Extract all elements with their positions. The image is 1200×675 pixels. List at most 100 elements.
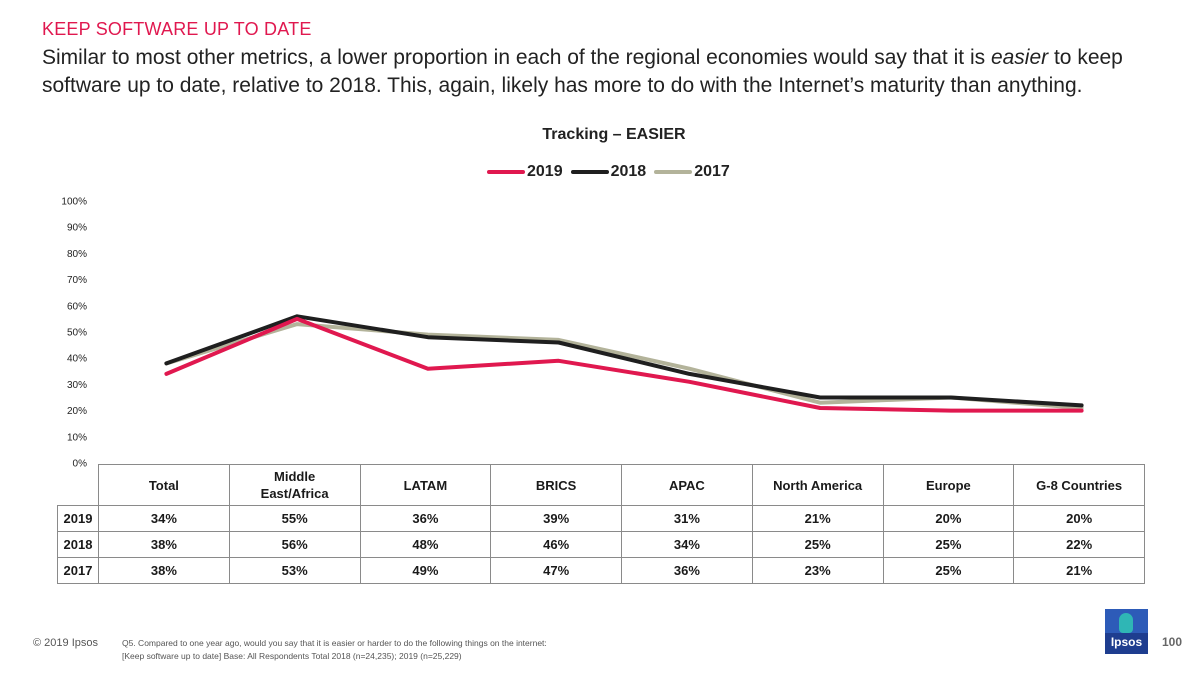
table-cell: 34% [621,531,753,558]
footnote-line-1: Q5. Compared to one year ago, would you … [122,638,547,648]
row-label: 2019 [57,505,99,532]
category-header: APAC [621,464,753,506]
legend-label-2017: 2017 [694,163,730,180]
category-header: G-8 Countries [1013,464,1145,506]
table-row: 2017 38% 53% 49% 47% 36% 23% 25% 21% [57,557,1145,584]
table-cell: 22% [1013,531,1145,558]
table-row: 2019 34% 55% 36% 39% 31% 21% 20% 20% [57,505,1145,532]
y-tick-label: 30% [67,380,87,391]
row-label: 2018 [57,531,99,558]
footnote: Q5. Compared to one year ago, would you … [122,637,842,663]
table-cell: 20% [1013,505,1145,532]
data-point-2018 [164,361,168,365]
table-cell: 38% [98,531,230,558]
y-tick-label: 10% [67,432,87,443]
table-cell: 31% [621,505,753,532]
data-point-2019 [557,359,561,363]
page-number: 100 [1162,635,1183,649]
series-line-2018 [164,314,1084,408]
table-cell: 48% [359,531,492,558]
row-label: 2017 [57,557,99,584]
data-table: Total Middle East/Africa LATAM BRICS APAC Nort… [57,464,1145,584]
category-header: Middle East/Africa [228,464,361,506]
legend-label-2019: 2019 [527,163,563,180]
headline-text-2: to keep software up to date, relative to… [42,46,1123,97]
table-cell: 46% [490,531,622,558]
category-header: North America [751,464,884,506]
table-cell: 47% [490,557,622,584]
table-cell: 25% [882,557,1015,584]
footnote-line-2: [Keep software up to date] Base: All Res… [122,651,462,661]
headline-emphasis: easier [990,46,1049,69]
category-header: Europe [882,464,1015,506]
table-cell: 55% [228,505,361,532]
section-label: KEEP SOFTWARE UP TO DATE [42,19,312,39]
y-axis: 0% 10% 20% 30% 40% 50% 60% 70% 80% 90% 100% [61,197,87,470]
table-row: 2018 38% 56% 48% 46% 34% 25% 25% 22% [57,531,1145,558]
data-point-2019 [426,367,430,371]
data-point-2017 [818,401,822,405]
y-tick-label: 80% [67,249,87,260]
table-header-row: Total Middle East/Africa LATAM BRICS APAC Nort… [57,464,1145,506]
copyright: © 2019 Ipsos [33,637,98,649]
data-point-2019 [295,317,299,321]
legend-item-2018: 2018 [570,163,647,181]
table-cell: 20% [882,505,1015,532]
data-point-2018 [557,340,561,344]
y-tick-label: 20% [67,406,87,417]
table-cell: 38% [98,557,230,584]
data-point-2018 [818,396,822,399]
data-point-2018 [687,372,691,376]
series-lines [164,314,1084,413]
legend-label-2018: 2018 [610,163,647,180]
legend-item-2019: 2019 [487,163,563,181]
category-header: Total [98,464,230,506]
chart-legend: 2019 2018 2017 [487,163,738,181]
data-point-2019 [818,406,822,410]
y-tick-label: 100% [61,197,87,208]
table-cell: 36% [359,505,492,532]
legend-swatch-2017 [654,170,693,174]
data-point-2019 [164,372,168,376]
line-chart: 0% 10% 20% 30% 40% 50% 60% 70% 80% 90% 100% [61,197,1084,470]
headline-text-1: Similar to most other metrics, a lower p… [42,46,991,69]
y-tick-label: 90% [67,223,87,234]
table-cell: 39% [490,505,622,532]
data-point-2019 [949,409,953,413]
data-point-2017 [295,322,299,326]
table-cell: 49% [359,557,492,584]
y-tick-label: 60% [67,301,87,312]
legend-item-2017: 2017 [654,163,730,181]
table-cell: 25% [882,531,1015,558]
series-line-2017 [164,322,1084,410]
table-cell: 34% [98,505,230,532]
table-cell: 23% [751,557,884,584]
table-cell: 21% [751,505,884,532]
table-cell: 56% [228,531,361,558]
table-cell: 25% [751,531,884,558]
ipsos-logo: Ipsos [1105,609,1148,654]
y-tick-label: 0% [73,459,88,470]
legend-swatch-2019 [487,170,525,174]
category-header: LATAM [359,464,492,506]
chart-title: Tracking – EASIER [542,126,686,143]
data-point-2018 [949,396,953,399]
data-point-2018 [1080,403,1084,407]
y-tick-label: 70% [67,275,87,286]
data-point-2019 [1080,409,1084,413]
series-line-2019 [164,316,1084,413]
y-tick-label: 50% [67,328,87,339]
category-header: BRICS [490,464,622,506]
legend-swatch-2018 [570,170,609,174]
data-point-2018 [295,314,299,318]
data-point-2019 [687,380,691,384]
table-cell: 36% [621,557,753,584]
table-cell: 21% [1013,557,1145,584]
headline: Similar to most other metrics, a lower p… [42,44,1172,100]
data-point-2018 [426,335,430,339]
table-cell: 53% [228,557,361,584]
logo-text: Ipsos [1110,635,1143,649]
y-tick-label: 40% [67,354,87,365]
logo-mark [1119,613,1133,633]
table-corner [57,464,99,506]
